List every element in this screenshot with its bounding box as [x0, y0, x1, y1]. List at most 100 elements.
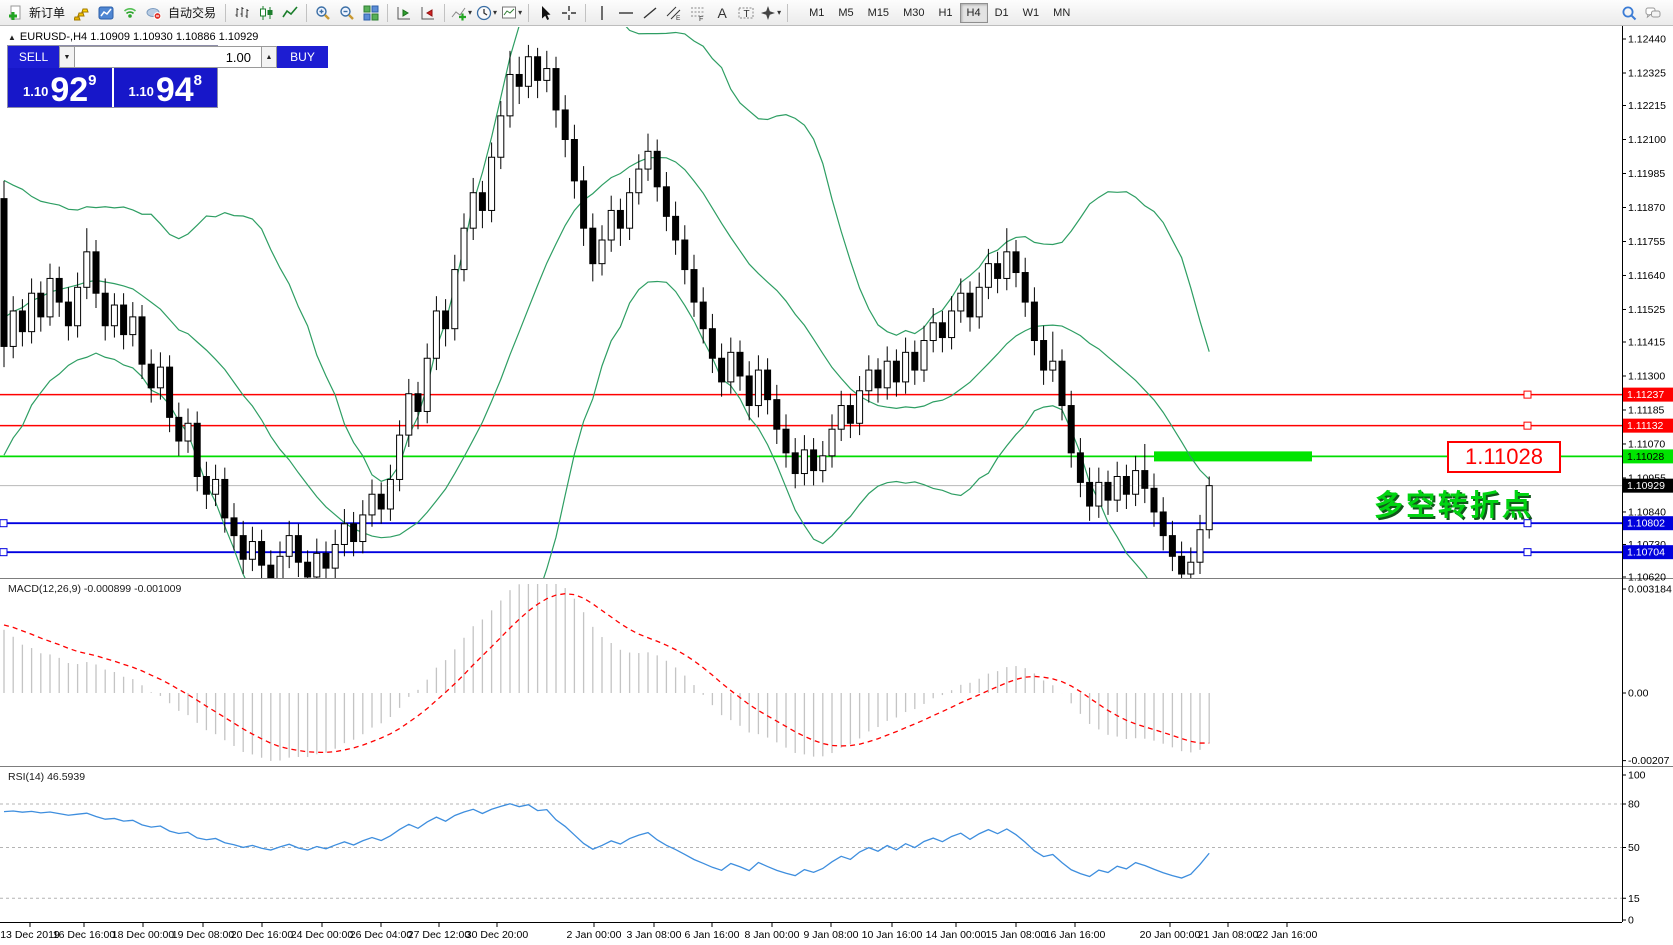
trendline-button[interactable] — [638, 2, 662, 24]
svg-text:0.003184: 0.003184 — [1628, 584, 1672, 596]
main-toolbar: 新订单 自动交易 ▾ ▾ ▾ E F A T ▾ M1 M5 M15 M30 H1 H4 D1 W1 MN — [0, 0, 1673, 26]
svg-text:0.00: 0.00 — [1628, 688, 1649, 700]
macd-panel — [3, 584, 1210, 761]
auto-scroll-button[interactable] — [416, 2, 440, 24]
market-watch-icon — [74, 8, 89, 20]
svg-text:1.11185: 1.11185 — [1628, 404, 1665, 416]
buy-button[interactable]: BUY — [277, 46, 328, 68]
volume-input[interactable] — [75, 46, 261, 68]
price-badge — [1623, 545, 1673, 560]
svg-text:1.12100: 1.12100 — [1628, 134, 1666, 146]
svg-text:80: 80 — [1628, 799, 1640, 811]
cursor-button[interactable] — [533, 2, 557, 24]
zoom-out-button[interactable] — [335, 2, 359, 24]
svg-text:E: E — [676, 15, 681, 21]
zoom-out-icon — [340, 5, 354, 20]
svg-text:15: 15 — [1628, 893, 1640, 905]
rsi-line — [3, 803, 1210, 879]
zoom-in-button[interactable] — [311, 2, 335, 24]
timeframe-h1[interactable]: H1 — [931, 3, 959, 23]
price-badge — [1623, 449, 1673, 464]
line-anchor-handle[interactable] — [1523, 390, 1532, 399]
svg-text:1.10802: 1.10802 — [1627, 518, 1665, 530]
toolbar-separator — [387, 3, 389, 22]
price-axis[interactable]: 1.12440 1.12325 1.12215 1.12100 1.11985 1.118… — [1622, 34, 1673, 927]
hline-button[interactable] — [614, 2, 638, 24]
market-watch-button[interactable] — [70, 2, 94, 24]
chat-button[interactable] — [1641, 2, 1665, 24]
fibo-button[interactable]: F — [686, 2, 710, 24]
zoom-in-icon — [316, 5, 330, 20]
autotrade-button[interactable] — [142, 2, 166, 24]
svg-text:27 Dec 12:00: 27 Dec 12:00 — [408, 929, 471, 941]
turning-point-note[interactable]: 多空转折点 — [1374, 490, 1535, 522]
templates-button[interactable]: ▾ — [499, 2, 524, 24]
sell-price[interactable]: 1.10 92 9 — [8, 68, 114, 107]
toolbar-separator — [306, 3, 308, 22]
timeframe-m5[interactable]: M5 — [831, 3, 860, 23]
timeframe-m1[interactable]: M1 — [802, 3, 831, 23]
timeframe-h4[interactable]: H4 — [959, 2, 988, 23]
signals-button[interactable] — [118, 2, 142, 24]
volume-up-icon[interactable]: ▲ — [261, 46, 277, 68]
line-anchor-handle[interactable] — [1523, 421, 1532, 430]
line-chart-icon — [282, 5, 298, 17]
vline-button[interactable] — [590, 2, 614, 24]
candle-chart-button[interactable] — [254, 2, 278, 24]
autotrade-icon — [146, 7, 162, 20]
line-anchor-handle[interactable] — [0, 519, 8, 528]
timeframe-d1[interactable]: D1 — [988, 3, 1016, 23]
chevron-down-icon: ▾ — [518, 8, 523, 17]
new-order-button[interactable] — [3, 2, 27, 24]
collapse-arrow-icon[interactable]: ▲ — [8, 33, 16, 42]
svg-text:1.11237: 1.11237 — [1627, 389, 1664, 401]
svg-text:1.11870: 1.11870 — [1628, 202, 1665, 214]
timeframe-w1[interactable]: W1 — [1016, 3, 1047, 23]
svg-text:1.11640: 1.11640 — [1628, 270, 1665, 282]
rsi-panel — [0, 803, 1622, 899]
data-window-button[interactable] — [94, 2, 118, 24]
bar-chart-button[interactable] — [230, 2, 254, 24]
timeframe-m15[interactable]: M15 — [861, 3, 896, 23]
arrows-button[interactable]: ▾ — [758, 2, 783, 24]
svg-text:-0.00207: -0.00207 — [1628, 755, 1670, 767]
text-button[interactable]: A — [710, 2, 734, 24]
new-order-label: 新订单 — [29, 6, 66, 20]
line-anchor-handle[interactable] — [1523, 519, 1532, 528]
channel-button[interactable]: E — [662, 2, 686, 24]
line-anchor-handle[interactable] — [0, 548, 8, 557]
price-badge — [1623, 516, 1673, 531]
chevron-down-icon: ▾ — [468, 8, 473, 17]
toolbar-separator — [787, 3, 789, 22]
timeframe-m30[interactable]: M30 — [896, 3, 931, 23]
svg-text:26 Dec 04:00: 26 Dec 04:00 — [350, 929, 413, 941]
svg-text:T: T — [744, 9, 750, 20]
macd-indicator-label: MACD(12,26,9) -0.000899 -0.001009 — [8, 583, 182, 595]
volume-down-icon[interactable]: ▼ — [59, 46, 75, 68]
line-chart-button[interactable] — [278, 2, 302, 24]
indicators-button[interactable]: ▾ — [449, 2, 474, 24]
svg-text:1.10704: 1.10704 — [1627, 547, 1665, 559]
periods-button[interactable]: ▾ — [474, 2, 499, 24]
tile-windows-button[interactable] — [359, 2, 383, 24]
search-button[interactable] — [1617, 2, 1641, 24]
price-annotation-box[interactable]: 1.11028 — [1447, 441, 1561, 473]
buy-price[interactable]: 1.10 94 8 — [128, 71, 202, 109]
new-order-icon — [9, 5, 21, 20]
svg-text:1.11755: 1.11755 — [1628, 236, 1665, 248]
rsi-indicator-label: RSI(14) 46.5939 — [8, 771, 86, 783]
crosshair-button[interactable] — [557, 2, 581, 24]
line-anchor-handle[interactable] — [1523, 548, 1532, 557]
trendline-icon — [643, 6, 657, 19]
green-highlight-bar[interactable] — [1154, 451, 1312, 462]
svg-text:2 Jan 00:00: 2 Jan 00:00 — [567, 929, 622, 941]
chart-shift-icon — [397, 6, 411, 19]
timeframe-mn[interactable]: MN — [1046, 3, 1077, 23]
sell-button[interactable]: SELL — [8, 46, 59, 68]
chart-shift-button[interactable] — [392, 2, 416, 24]
label-button[interactable]: T — [734, 2, 758, 24]
svg-text:A: A — [718, 5, 728, 21]
